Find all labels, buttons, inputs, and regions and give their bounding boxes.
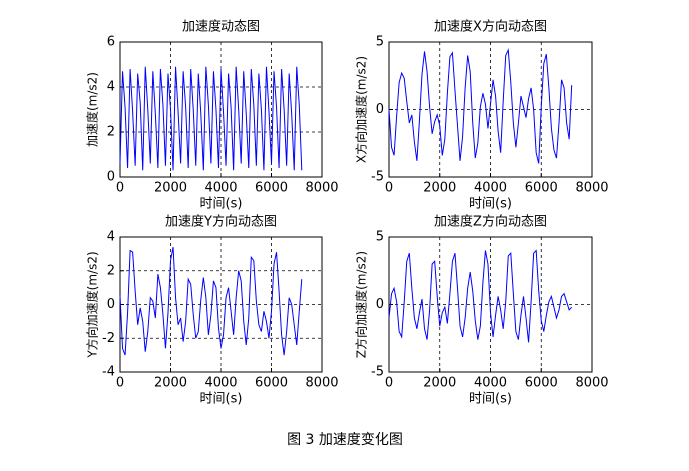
y-tick-label: 0 bbox=[107, 170, 115, 185]
x-tick-label: 6000 bbox=[525, 376, 558, 391]
y-axis-label: Y方向加速度(m/s2) bbox=[85, 251, 100, 358]
data-line bbox=[119, 247, 303, 356]
subplot-title: 加速度动态图 bbox=[182, 19, 260, 35]
x-tick-label: 0 bbox=[116, 181, 124, 196]
x-tick-label: 6000 bbox=[255, 376, 288, 391]
x-tick-label: 4000 bbox=[204, 376, 237, 391]
x-tick-label: 2000 bbox=[154, 376, 187, 391]
axes-frame bbox=[388, 236, 593, 373]
x-axis-label: 时间(s) bbox=[200, 197, 243, 212]
y-axis-label: Z方向加速度(m/s2) bbox=[354, 251, 369, 358]
y-tick-label: 0 bbox=[107, 297, 115, 312]
y-tick-label: 4 bbox=[107, 230, 115, 245]
y-tick-label: 0 bbox=[376, 297, 384, 312]
axes-frame bbox=[119, 41, 323, 178]
y-tick-label: 2 bbox=[107, 263, 115, 278]
x-axis-label: 时间(s) bbox=[469, 197, 512, 212]
x-tick-label: 0 bbox=[385, 181, 393, 196]
x-tick-label: 2000 bbox=[154, 181, 187, 196]
y-tick-label: -5 bbox=[371, 365, 384, 380]
y-tick-label: -2 bbox=[102, 331, 115, 346]
x-tick-label: 6000 bbox=[255, 181, 288, 196]
y-axis-label: 加速度(m/s2) bbox=[85, 72, 100, 147]
y-tick-label: 2 bbox=[107, 125, 115, 140]
x-tick-label: 4000 bbox=[204, 181, 237, 196]
y-tick-label: 5 bbox=[376, 35, 384, 50]
y-tick-label: 5 bbox=[376, 230, 384, 245]
x-tick-label: 8000 bbox=[305, 376, 338, 391]
x-tick-label: 2000 bbox=[423, 376, 456, 391]
data-line bbox=[119, 66, 303, 171]
subplot-title: 加速度Z方向动态图 bbox=[434, 214, 547, 230]
x-tick-label: 0 bbox=[385, 376, 393, 391]
y-tick-label: -5 bbox=[371, 170, 384, 185]
x-tick-label: 2000 bbox=[423, 181, 456, 196]
subplot-title: 加速度Y方向动态图 bbox=[165, 214, 277, 230]
y-axis-label: X方向加速度(m/s2) bbox=[354, 56, 369, 163]
x-axis-label: 时间(s) bbox=[469, 392, 512, 407]
x-tick-label: 8000 bbox=[575, 376, 608, 391]
y-tick-label: 6 bbox=[107, 35, 115, 50]
subplot-title: 加速度X方向动态图 bbox=[434, 19, 547, 35]
x-tick-label: 4000 bbox=[474, 181, 507, 196]
x-tick-label: 4000 bbox=[474, 376, 507, 391]
data-line bbox=[388, 48, 573, 164]
x-tick-label: 8000 bbox=[305, 181, 338, 196]
y-tick-label: -4 bbox=[102, 365, 115, 380]
y-tick-label: 0 bbox=[376, 102, 384, 117]
x-tick-label: 6000 bbox=[525, 181, 558, 196]
x-tick-label: 0 bbox=[116, 376, 124, 391]
data-line bbox=[388, 249, 573, 343]
x-tick-label: 8000 bbox=[575, 181, 608, 196]
caption: 图 3 加速度变化图 bbox=[287, 432, 403, 448]
y-tick-label: 4 bbox=[107, 80, 115, 95]
x-axis-label: 时间(s) bbox=[200, 392, 243, 407]
